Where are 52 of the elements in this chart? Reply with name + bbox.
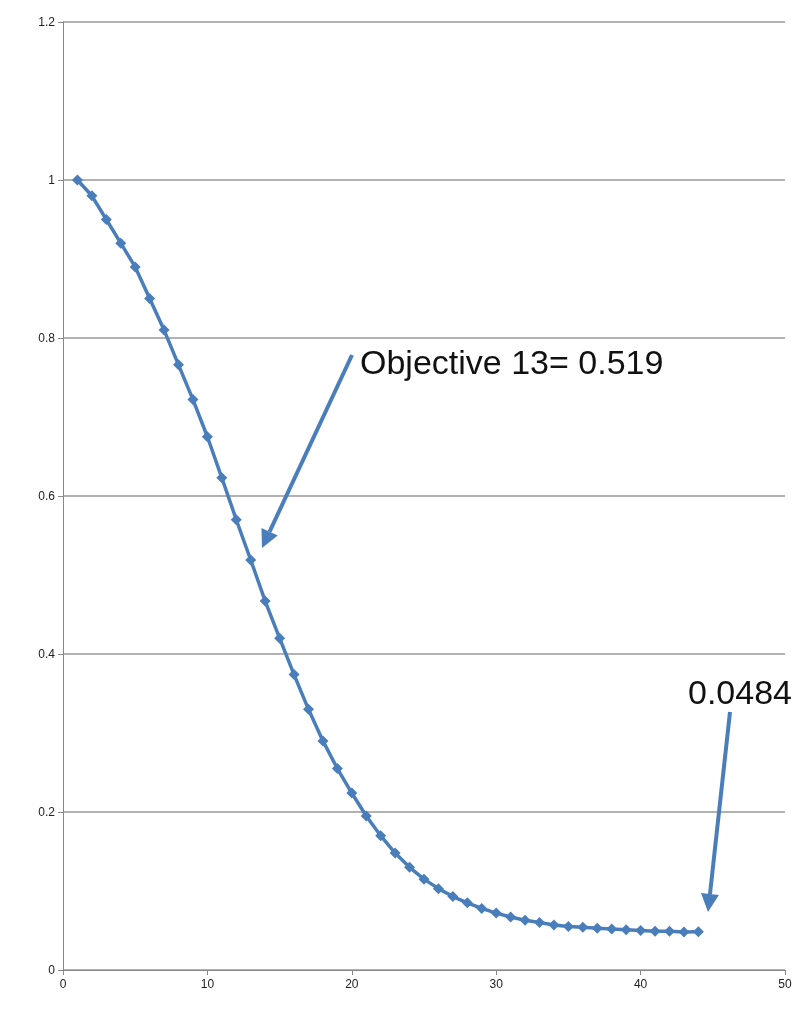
point bbox=[562, 921, 574, 933]
point bbox=[404, 861, 416, 873]
point bbox=[418, 873, 430, 885]
point bbox=[461, 897, 473, 909]
point bbox=[216, 472, 228, 484]
point bbox=[230, 514, 242, 526]
point bbox=[100, 214, 112, 225]
point bbox=[447, 891, 459, 903]
point bbox=[259, 595, 271, 607]
x-tick-label: 30 bbox=[489, 977, 504, 991]
annotation: Objective 13= 0.519 bbox=[360, 343, 664, 381]
point bbox=[158, 324, 170, 336]
point bbox=[375, 830, 387, 842]
point bbox=[534, 917, 546, 929]
y-tick-label: 0.8 bbox=[38, 331, 56, 345]
point bbox=[187, 394, 199, 406]
point bbox=[317, 735, 329, 747]
y-tick-label: 1 bbox=[48, 173, 56, 187]
point bbox=[678, 926, 690, 938]
point bbox=[519, 914, 531, 926]
point bbox=[288, 669, 300, 681]
x-tick-label: 50 bbox=[778, 977, 792, 991]
point bbox=[144, 293, 156, 304]
point bbox=[129, 261, 141, 273]
x-tick-label: 20 bbox=[345, 977, 359, 991]
y-tick-label: 0.2 bbox=[38, 805, 56, 819]
y-tick-label: 1.2 bbox=[38, 15, 56, 29]
x-tick-label: 0 bbox=[59, 977, 67, 991]
point bbox=[201, 431, 213, 443]
x-tick-label: 10 bbox=[200, 977, 215, 991]
point bbox=[86, 190, 98, 202]
point bbox=[71, 174, 83, 186]
point bbox=[505, 911, 517, 923]
point bbox=[360, 810, 372, 822]
y-tick-label: 0.6 bbox=[38, 489, 56, 503]
point bbox=[490, 907, 502, 919]
point bbox=[115, 237, 127, 249]
point bbox=[389, 847, 401, 859]
point bbox=[274, 632, 286, 644]
annotation: 0.0484 bbox=[688, 673, 792, 711]
y-tick-label: 0 bbox=[48, 963, 56, 977]
point bbox=[476, 902, 488, 914]
point bbox=[331, 763, 343, 775]
point bbox=[245, 554, 257, 566]
point bbox=[346, 787, 358, 799]
point bbox=[591, 922, 603, 934]
point bbox=[173, 359, 185, 371]
point bbox=[302, 703, 314, 715]
x-tick-label: 40 bbox=[633, 977, 648, 991]
point bbox=[432, 883, 444, 895]
y-tick-label: 0.4 bbox=[38, 647, 56, 661]
point bbox=[548, 919, 560, 931]
